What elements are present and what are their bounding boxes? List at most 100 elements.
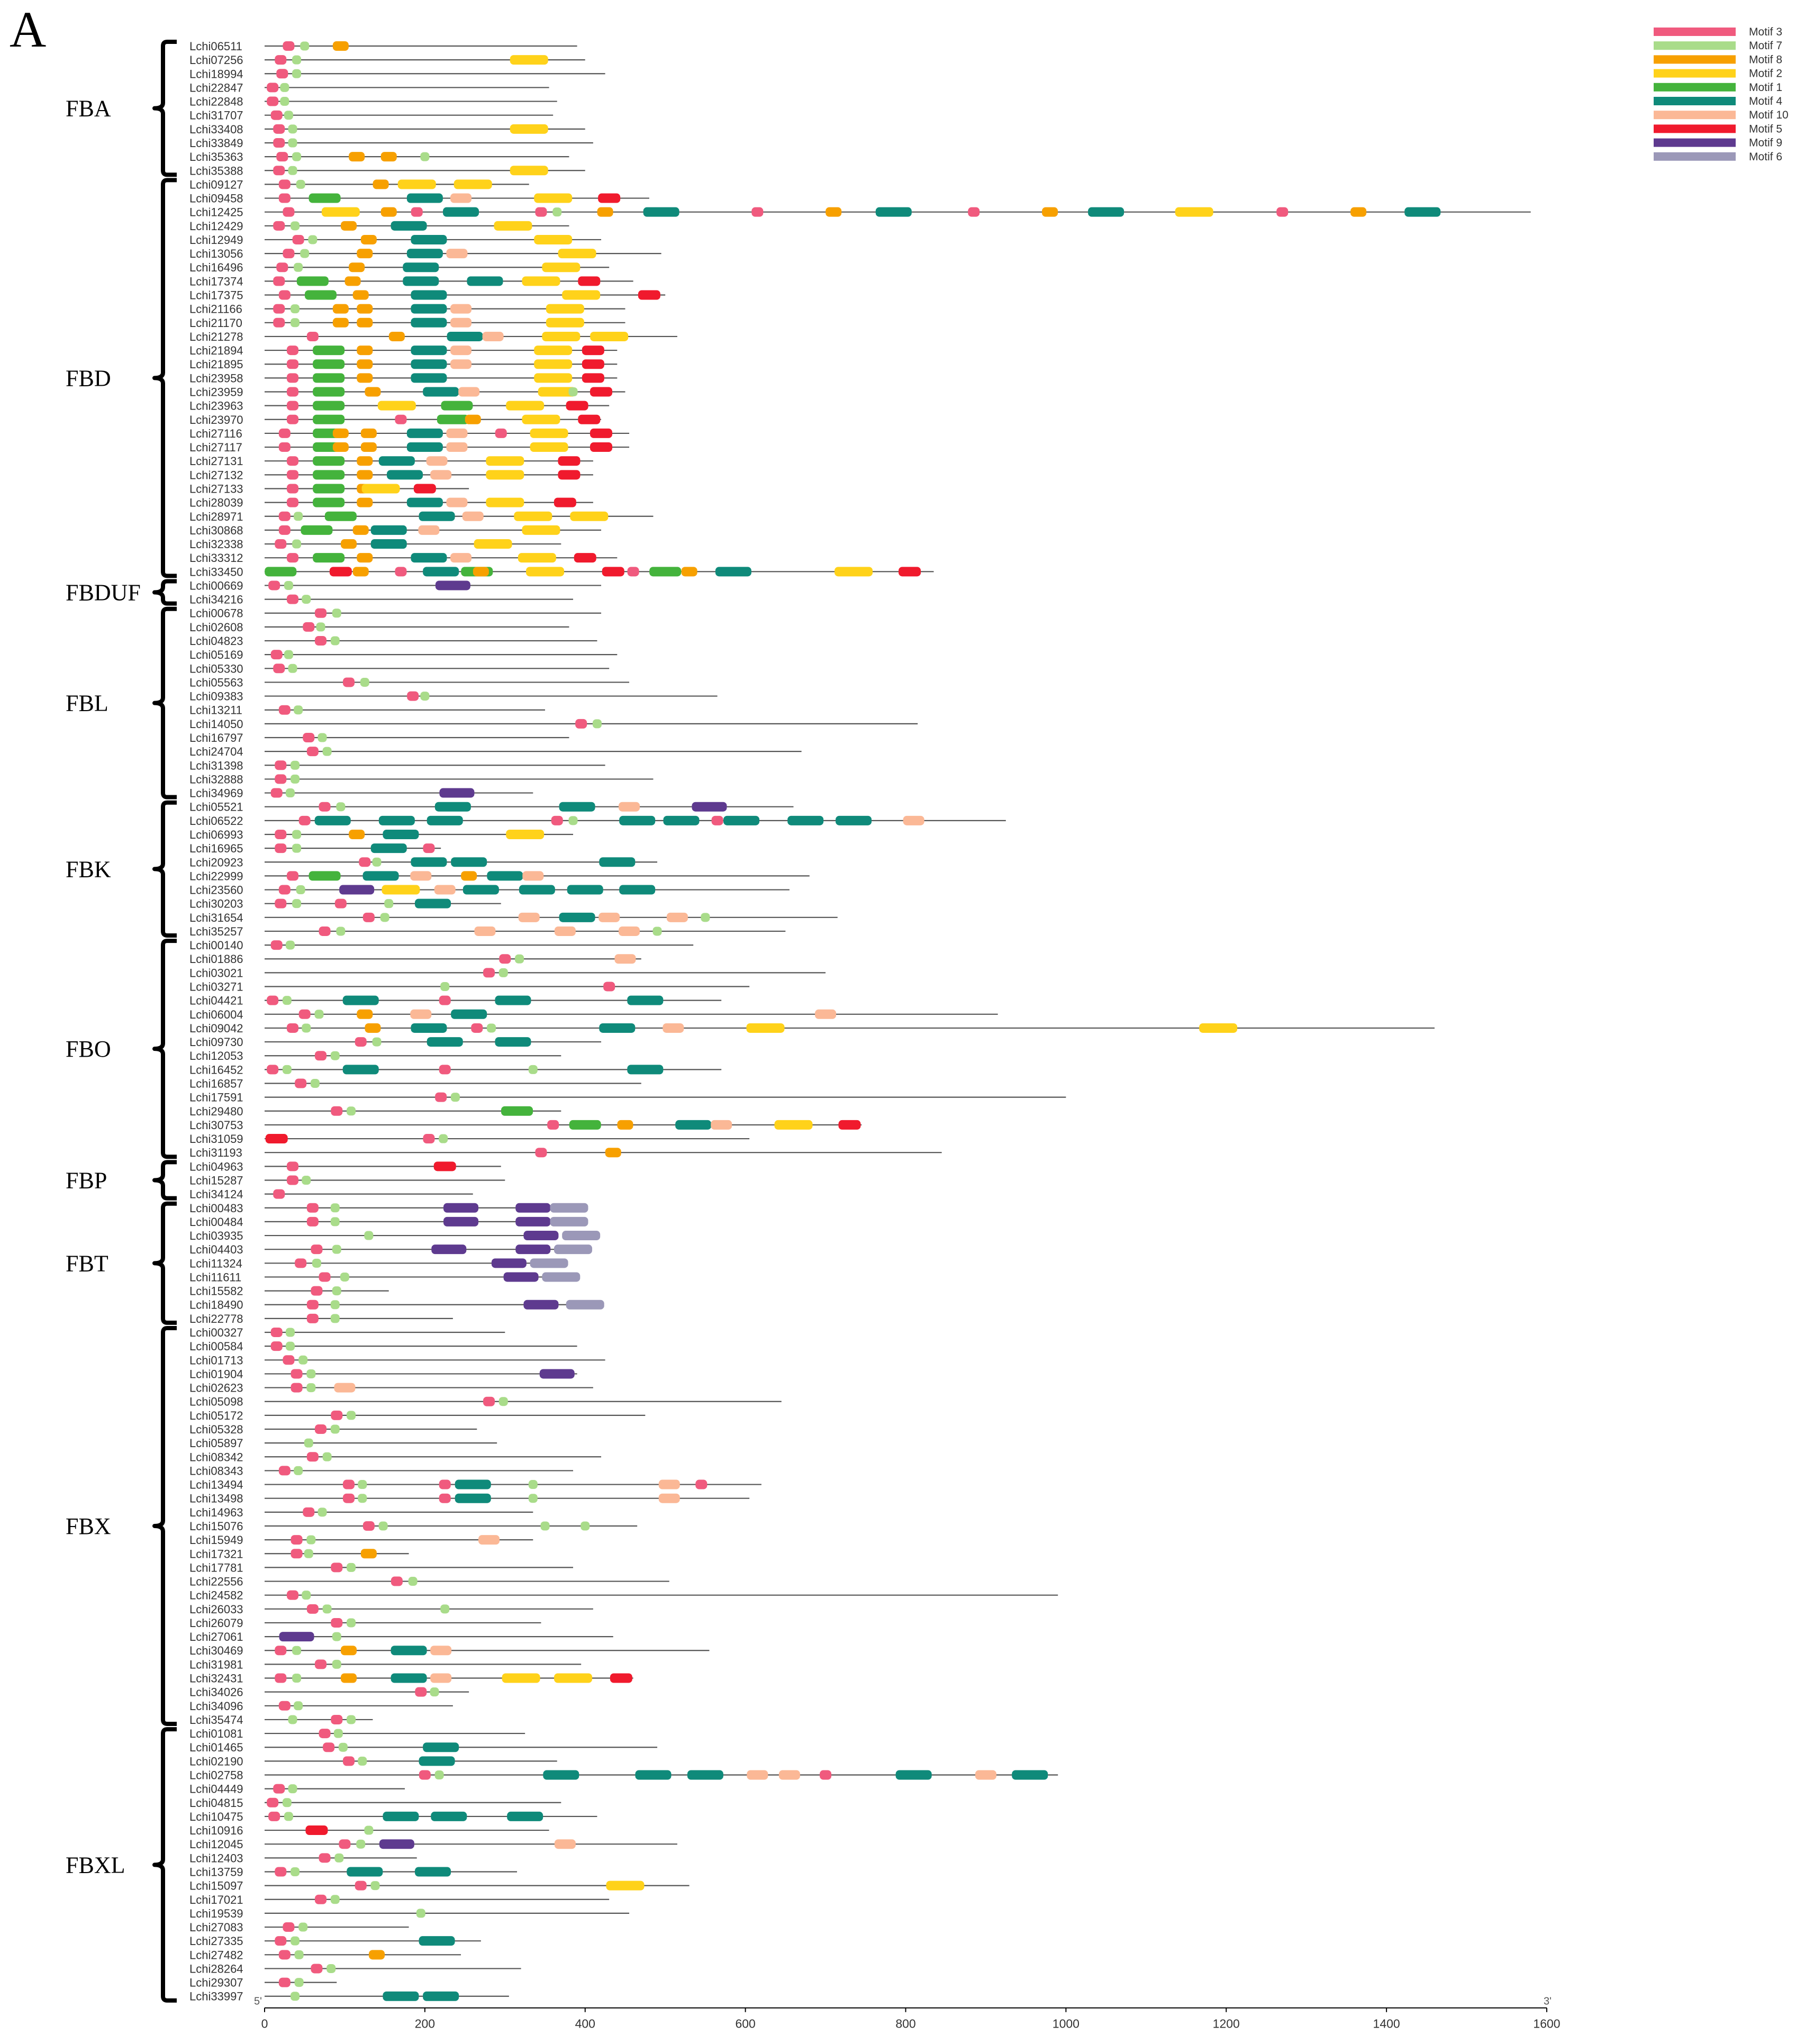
motif-m2	[526, 567, 565, 577]
gene-label: Lchi00584	[189, 1340, 243, 1353]
gene-label: Lchi27116	[189, 427, 242, 440]
gene-row: Lchi15582	[189, 1285, 389, 1298]
motif-m3	[287, 1175, 299, 1185]
gene-label: Lchi33849	[189, 137, 243, 150]
gene-row: Lchi13056	[189, 247, 661, 260]
gene-label: Lchi35388	[189, 164, 243, 177]
motif-m3	[278, 193, 291, 203]
gene-row: Lchi34096	[189, 1700, 453, 1713]
motif-m8	[332, 317, 349, 328]
motif-m3	[283, 1355, 295, 1365]
motif-m7	[372, 1037, 382, 1047]
motif-m7	[416, 1909, 425, 1918]
motif-m3	[287, 1161, 299, 1171]
gene-row: Lchi28971	[189, 510, 654, 523]
gene-row: Lchi07256	[189, 53, 585, 67]
gene-row: Lchi16797	[189, 731, 569, 744]
gene-label: Lchi32431	[189, 1672, 243, 1685]
motif-m7	[364, 1825, 374, 1835]
gene-row: Lchi06993	[189, 828, 574, 841]
gene-label: Lchi00483	[189, 1202, 243, 1215]
gene-row: Lchi33408	[189, 123, 585, 136]
gene-row: Lchi04449	[189, 1783, 405, 1796]
legend-label-m8: Motif 8	[1749, 53, 1782, 66]
motif-m7	[282, 1065, 292, 1074]
x-tick-label: 0	[261, 2017, 268, 2031]
motif-m7	[294, 512, 303, 521]
motif-m10	[554, 926, 576, 936]
gene-row: Lchi28039	[189, 496, 593, 510]
motif-m7	[304, 1549, 313, 1558]
motif-m2	[486, 497, 524, 507]
motif-m3	[278, 290, 291, 300]
motif-m4	[419, 1936, 455, 1946]
gene-label: Lchi06522	[189, 814, 243, 828]
motif-m5	[638, 290, 660, 300]
motif-m3	[311, 1286, 323, 1296]
motif-m8	[357, 346, 373, 356]
motif-m4	[451, 1009, 487, 1019]
motif-m3	[278, 442, 291, 452]
motif-m4	[495, 1037, 531, 1047]
motif-m7	[294, 262, 303, 272]
motif-m7	[308, 235, 318, 244]
motif-m3	[276, 69, 288, 79]
motif-m3	[270, 650, 283, 660]
gene-row: Lchi06511	[189, 40, 577, 53]
motif-m4	[434, 802, 471, 812]
gene-label: Lchi03021	[189, 966, 243, 979]
gene-label: Lchi17374	[189, 275, 243, 288]
motif-m3	[439, 995, 451, 1005]
x-tick-label: 1400	[1373, 2017, 1400, 2031]
gene-row: Lchi14050	[189, 717, 918, 731]
gene-row: Lchi27132	[189, 468, 593, 482]
motif-m2	[570, 511, 609, 521]
gene-row: Lchi13494	[189, 1478, 761, 1492]
motif-m7	[568, 816, 578, 825]
motif-m7	[332, 1659, 341, 1669]
gene-row: Lchi22848	[189, 95, 557, 108]
motif-m2	[486, 470, 524, 480]
motif-m2	[835, 567, 873, 577]
legend-label-m2: Motif 2	[1749, 68, 1782, 80]
motif-m4	[455, 1493, 491, 1503]
motif-m7	[298, 1355, 308, 1365]
motif-m2	[1175, 207, 1213, 217]
gene-row: Lchi35257	[189, 925, 786, 938]
motif-m7	[515, 954, 524, 964]
motif-m7	[292, 152, 302, 161]
motif-m9	[692, 802, 727, 812]
motif-m2	[534, 373, 573, 383]
motif-m7	[306, 1535, 316, 1545]
motif-m7	[292, 1646, 302, 1655]
motif-m7	[302, 1591, 311, 1600]
gene-label: Lchi12045	[189, 1838, 243, 1851]
motif-m1	[313, 387, 345, 397]
motif-m10	[450, 359, 472, 369]
motif-m10	[478, 1535, 500, 1545]
family-label: FBX	[66, 1513, 111, 1539]
gene-row: Lchi24704	[189, 745, 802, 758]
gene-row: Lchi15287	[189, 1174, 505, 1187]
gene-label: Lchi16797	[189, 731, 243, 744]
x-tick-label: 200	[415, 2017, 435, 2031]
motif-m10	[711, 1120, 732, 1130]
gene-label: Lchi12053	[189, 1049, 243, 1062]
gene-label: Lchi16452	[189, 1063, 243, 1076]
gene-label: Lchi21895	[189, 358, 243, 371]
motif-m4	[1404, 207, 1441, 217]
gene-row: Lchi00484	[189, 1215, 588, 1229]
gene-row: Lchi33450	[189, 565, 934, 578]
motif-m10	[434, 885, 456, 895]
motif-m8	[357, 1009, 373, 1019]
gene-row: Lchi16452	[189, 1063, 722, 1076]
motif-m7	[330, 1314, 340, 1323]
motif-m4	[599, 1023, 636, 1033]
family-bracket	[152, 1160, 177, 1201]
motif-m7	[322, 1604, 332, 1614]
motif-m5	[578, 414, 601, 424]
gene-row: Lchi12425	[189, 206, 1531, 219]
motif-m8	[352, 525, 369, 535]
gene-row: Lchi03021	[189, 966, 826, 979]
gene-label: Lchi01081	[189, 1727, 243, 1740]
